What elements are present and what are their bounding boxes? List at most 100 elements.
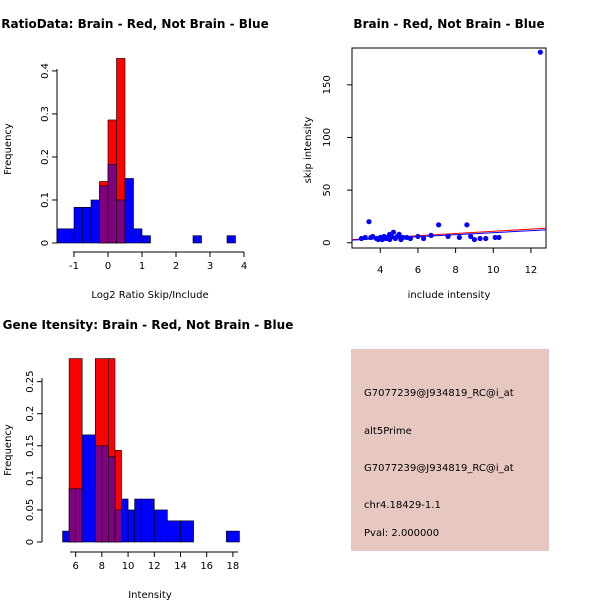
intensity-overlap-bar	[101, 445, 109, 543]
ratio-blue-bar	[73, 206, 83, 244]
intensity-x-tick-label: 10	[122, 561, 135, 572]
intensity-overlap-bar	[68, 488, 76, 543]
scatter-point	[428, 232, 434, 238]
scatter-point	[407, 235, 413, 242]
ratio-x-tick-label: -1	[69, 261, 79, 272]
scatter-x-tick-label: 12	[525, 265, 538, 276]
ratio-x-tick-label: 2	[173, 261, 179, 272]
ratio-x-ticks: -1 0 1 2 3 4	[69, 252, 247, 272]
ratio-chart-title: RatioData: Brain - Red, Not Brain - Blue	[1, 17, 268, 31]
intensity-y-tick-label: 0.05	[25, 499, 36, 521]
intensity-y-tick-label: 0.2	[25, 406, 36, 422]
intensity-x-tick-label: 18	[227, 561, 240, 572]
scatter-chart-title: Brain - Red, Not Brain - Blue	[353, 17, 544, 31]
ratio-blue-bar	[90, 199, 100, 244]
ratio-y-ticks: 0 0.1 0.2 0.3 0.4	[40, 63, 57, 246]
intensity-blue-bar	[180, 520, 194, 543]
scatter-point	[537, 49, 543, 55]
scatter-point	[366, 219, 372, 225]
scatter-point	[436, 222, 442, 228]
scatter-y-tick-label: 150	[322, 75, 333, 94]
scatter-plot-frame	[351, 47, 547, 249]
intensity-x-tick-label: 16	[200, 561, 213, 572]
scatter-x-ticks: 4 6 8 10 12	[377, 248, 537, 276]
scatter-point	[496, 234, 502, 241]
scatter-y-tick-label: 100	[322, 128, 333, 147]
pval-line: Pval: 2.000000	[364, 528, 439, 539]
scatter-x-label: include intensity	[408, 290, 491, 301]
scatter-x-tick-label: 4	[377, 265, 383, 276]
scatter-y-tick-label: 50	[322, 184, 333, 197]
scatter-y-label: skip intensity	[303, 117, 314, 184]
ratio-y-tick-label: 0.2	[40, 149, 51, 165]
info-panel: G7077239@J934819_RC@i_at alt5Prime G7077…	[351, 349, 549, 551]
ratio-x-label: Log2 Ratio Skip/Include	[91, 290, 208, 301]
intensity-chart-title: Gene Itensity: Brain - Red, Not Brain - …	[3, 318, 294, 332]
ratio-overlap-bar	[116, 199, 126, 244]
intensity-bars	[62, 358, 240, 543]
ratio-blue-bar	[141, 235, 151, 244]
ratio-x-tick-label: 1	[139, 261, 145, 272]
intensity-x-tick-label: 12	[148, 561, 161, 572]
scatter-point	[468, 233, 474, 240]
intensity-x-tick-label: 8	[99, 561, 105, 572]
ratio-blue-bar	[133, 228, 143, 244]
ratio-blue-bar	[65, 228, 75, 244]
intensity-y-label: Frequency	[3, 424, 14, 476]
intensity-y-ticks: 0 0.05 0.1 0.15 0.2 0.25	[25, 371, 42, 545]
scatter-point	[477, 235, 483, 242]
scatter-point	[471, 236, 478, 243]
scatter-point	[483, 235, 489, 242]
scatter-point	[400, 234, 406, 241]
intensity-overlap-bar	[114, 509, 122, 543]
intensity-overlap-bar	[75, 488, 83, 543]
intensity-x-label: Intensity	[128, 590, 172, 600]
scatter-y-ticks: 0 50 100 150	[322, 75, 352, 246]
intensity-y-tick-label: 0.15	[25, 435, 36, 457]
intensity-blue-bar	[81, 434, 96, 543]
ratio-overlap-bar	[99, 185, 109, 244]
scatter-point	[415, 233, 421, 240]
scatter-points	[358, 49, 543, 243]
intensity-blue-bar	[134, 498, 142, 543]
location-line: chr4.18429-1.1	[364, 500, 441, 511]
scatter-point	[456, 234, 462, 241]
ratio-x-tick-label: 0	[105, 261, 111, 272]
intensity-y-tick-label: 0.25	[25, 371, 36, 393]
intensity-blue-bar	[62, 530, 70, 543]
intensity-x-tick-label: 14	[174, 561, 187, 572]
scatter-point	[362, 234, 368, 241]
scatter-panel: Brain - Red, Not Brain - Blue 4 6 8 10 12 0 5…	[303, 17, 547, 301]
scatter-point	[390, 229, 397, 235]
intensity-blue-bar	[121, 498, 129, 543]
scatter-point	[396, 231, 402, 237]
ratio-blue-bar	[82, 206, 92, 244]
ratio-histogram-panel: RatioData: Brain - Red, Not Brain - Blue…	[1, 17, 268, 301]
probe-id-line-2: G7077239@J934819_RC@i_at	[364, 463, 514, 474]
scatter-x-tick-label: 6	[415, 265, 421, 276]
intensity-blue-bar	[153, 509, 168, 543]
intensity-y-tick-label: 0.1	[25, 470, 36, 486]
ratio-y-tick-label: 0	[40, 240, 51, 246]
ratio-blue-bar	[124, 178, 134, 244]
intensity-x-ticks: 6 8 10 12 14 16 18	[72, 552, 239, 572]
intensity-overlap-bar	[95, 445, 103, 543]
intensity-overlap-bar	[108, 456, 116, 543]
probe-id-line: G7077239@J934819_RC@i_at	[364, 388, 514, 399]
ratio-x-tick-label: 3	[207, 261, 213, 272]
intensity-blue-bar	[140, 498, 155, 543]
ratio-overlap-bar	[107, 163, 117, 244]
scatter-point	[420, 235, 427, 242]
ratio-y-tick-label: 0.1	[40, 192, 51, 208]
intensity-histogram-panel: Gene Itensity: Brain - Red, Not Brain - …	[3, 318, 294, 600]
ratio-x-tick-label: 4	[241, 261, 247, 272]
scatter-point	[445, 233, 451, 240]
ratio-y-label: Frequency	[3, 123, 14, 175]
intensity-y-tick-label: 0	[25, 539, 36, 545]
info-box	[351, 349, 549, 551]
ratio-blue-bar	[56, 228, 66, 244]
intensity-blue-bar	[167, 520, 181, 543]
ratio-y-tick-label: 0.4	[40, 63, 51, 79]
scatter-y-tick-label: 0	[322, 240, 333, 246]
